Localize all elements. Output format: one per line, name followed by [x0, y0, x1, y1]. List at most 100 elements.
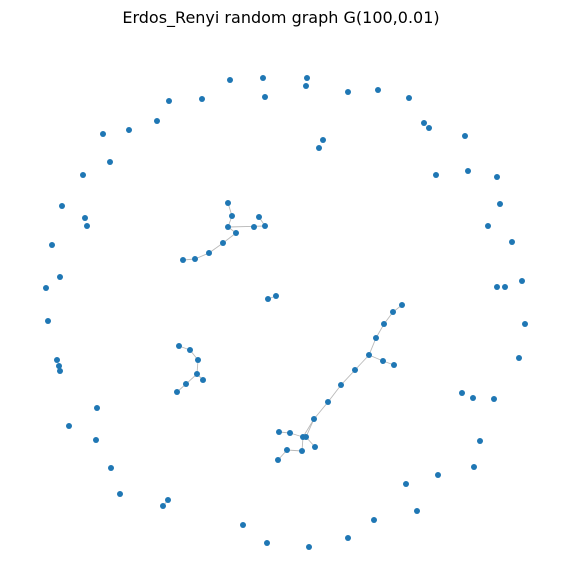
graph-node	[494, 284, 500, 290]
graph-node	[276, 429, 282, 435]
graph-node	[273, 293, 279, 299]
graph-node	[275, 457, 281, 463]
graph-node	[375, 87, 381, 93]
graph-node	[516, 355, 522, 361]
graph-node	[459, 390, 465, 396]
graph-node	[84, 223, 90, 229]
graph-node	[174, 389, 180, 395]
graph-node	[403, 481, 409, 487]
graph-node	[154, 118, 160, 124]
graph-node	[233, 230, 239, 236]
graph-node	[107, 159, 113, 165]
graph-node	[165, 497, 171, 503]
graph-node	[522, 321, 528, 327]
graph-node	[54, 357, 60, 363]
graph-node	[117, 491, 123, 497]
graph-node	[264, 540, 270, 546]
graph-node	[406, 95, 412, 101]
graph-node	[108, 465, 114, 471]
graph-node	[465, 168, 471, 174]
graph-node	[345, 535, 351, 541]
graph-node	[206, 250, 212, 256]
graph-edge	[368, 337, 377, 356]
graph-node	[56, 363, 62, 369]
graph-node	[194, 371, 200, 377]
graph-node	[126, 127, 132, 133]
graph-node	[304, 75, 310, 81]
graph-node	[200, 377, 206, 383]
graph-node	[303, 83, 309, 89]
node-layer	[43, 75, 528, 550]
graph-node	[338, 382, 344, 388]
graph-node	[183, 381, 189, 387]
graph-node	[316, 145, 322, 151]
graph-node	[262, 94, 268, 100]
graph-node	[390, 309, 396, 315]
graph-node	[325, 399, 331, 405]
graph-node	[80, 172, 86, 178]
graph-node	[497, 201, 503, 207]
graph-node	[303, 434, 309, 440]
graph-node	[399, 302, 405, 308]
graph-node	[260, 75, 266, 81]
graph-node	[45, 318, 51, 324]
graph-node	[225, 200, 231, 206]
graph-node	[312, 444, 318, 450]
graph-node	[494, 174, 500, 180]
graph-node	[380, 358, 386, 364]
graph-node	[462, 133, 468, 139]
graph-node	[320, 137, 326, 143]
graph-node	[229, 213, 235, 219]
graph-node	[491, 396, 497, 402]
graph-node	[82, 215, 88, 221]
graph-node	[176, 343, 182, 349]
graph-node	[66, 423, 72, 429]
graph-node	[43, 285, 49, 291]
figure-title: Erdos_Renyi random graph G(100,0.01)	[122, 8, 440, 27]
graph-node	[262, 223, 268, 229]
graph-node	[306, 544, 312, 550]
graph-edge	[327, 384, 342, 403]
graph-node	[287, 430, 293, 436]
graph-node	[57, 274, 63, 280]
graph-edge	[302, 418, 315, 438]
graph-node	[160, 503, 166, 509]
graph-node	[485, 223, 491, 229]
graph-node	[519, 278, 525, 284]
graph-node	[57, 368, 63, 374]
graph-node	[220, 240, 226, 246]
graph-node	[195, 357, 201, 363]
graph-node	[426, 125, 432, 131]
graph-node	[265, 296, 271, 302]
graph-node	[187, 347, 193, 353]
graph-node	[225, 224, 231, 230]
graph-node	[391, 362, 397, 368]
graph-node	[93, 437, 99, 443]
graph-node	[180, 257, 186, 263]
graph-node	[251, 224, 257, 230]
graph-node	[100, 131, 106, 137]
graph-node	[421, 120, 427, 126]
graph-node	[59, 203, 65, 209]
graph-node	[414, 508, 420, 514]
graph-node	[433, 172, 439, 178]
graph-node	[240, 522, 246, 528]
graph-node	[470, 395, 476, 401]
graph-node	[256, 214, 262, 220]
graph-edge	[354, 354, 370, 371]
graph-edge	[227, 225, 266, 228]
graph-node	[94, 405, 100, 411]
graph-node	[166, 98, 172, 104]
graph-edge	[305, 418, 315, 438]
graph-node	[345, 89, 351, 95]
graph-node	[299, 448, 305, 454]
graph-node	[49, 242, 55, 248]
graph-node	[371, 517, 377, 523]
graph-node	[199, 96, 205, 102]
graph-node	[509, 239, 515, 245]
graph-node	[381, 321, 387, 327]
graph-node	[471, 464, 477, 470]
graph-node	[284, 447, 290, 453]
